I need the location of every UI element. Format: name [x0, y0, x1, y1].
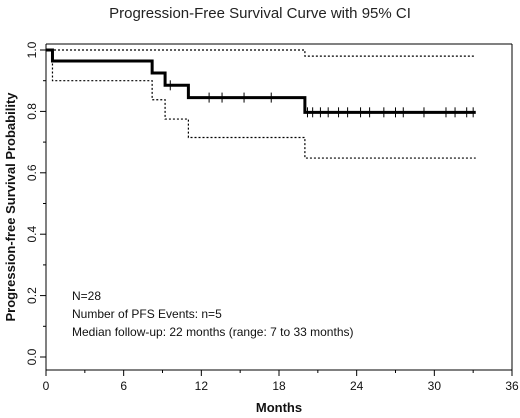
axis-ticks — [40, 49, 513, 376]
ci-upper-bound — [46, 49, 476, 57]
x-tick-label: 18 — [272, 379, 286, 393]
x-tick-label: 6 — [120, 379, 127, 393]
y-tick-label: 0.8 — [25, 103, 39, 120]
annotation-followup: Median follow-up: 22 months (range: 7 to… — [72, 325, 353, 339]
x-tick-label: 36 — [505, 379, 519, 393]
annotation-n: N=28 — [72, 289, 101, 303]
y-tick-label: 0.0 — [25, 348, 39, 365]
x-tick-label: 30 — [428, 379, 442, 393]
annotation-events: Number of PFS Events: n=5 — [72, 307, 222, 321]
y-tick-label: 0.2 — [25, 287, 39, 304]
y-tick-label: 1.0 — [25, 41, 39, 58]
x-tick-label: 24 — [350, 379, 364, 393]
x-tick-label: 12 — [195, 379, 209, 393]
x-tick-label: 0 — [43, 379, 50, 393]
y-tick-label: 0.4 — [25, 226, 39, 243]
axis-tick-labels: 0 6 12 18 24 30 36 0.0 0.2 0.4 0.6 0.8 1.0 — [25, 41, 519, 393]
censor-marks — [169, 80, 474, 118]
x-axis-label: Months — [256, 400, 302, 415]
plot-frame — [45, 43, 513, 371]
chart-title: Progression-Free Survival Curve with 95%… — [109, 5, 411, 22]
survival-curve — [46, 48, 476, 114]
y-tick-label: 0.6 — [25, 164, 39, 181]
ci-lower-bound — [46, 49, 476, 159]
y-axis-label: Progression-free Survival Probability — [3, 92, 18, 322]
series-layer — [46, 48, 476, 159]
